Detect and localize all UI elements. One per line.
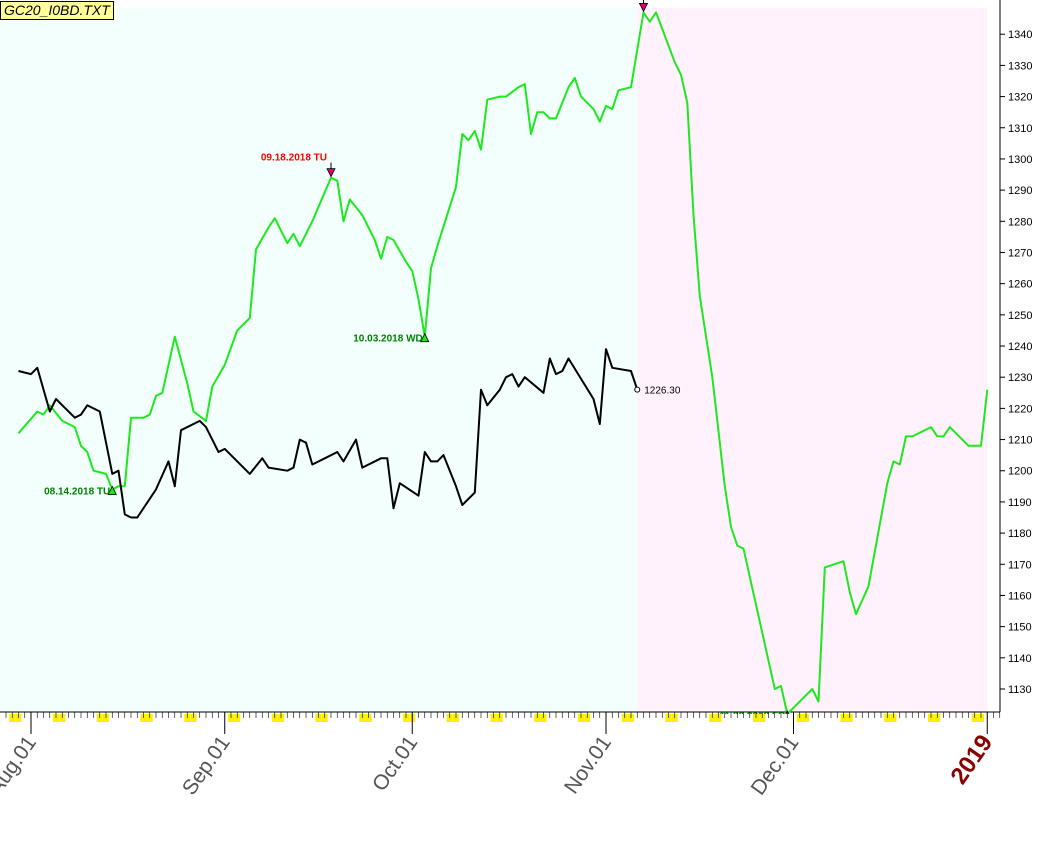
series-line-1 bbox=[18, 348, 639, 519]
y-axis: 1130 1140 1150 1160 1170 1180 1190 1200 1210 1220… bbox=[1000, 29, 1032, 696]
y-tick-label: 1280 bbox=[1008, 216, 1032, 228]
low-date-label: 10.03.2018 WD bbox=[353, 334, 423, 345]
y-tick-label: 1180 bbox=[1008, 528, 1032, 540]
y-tick-label: 1330 bbox=[1008, 60, 1032, 72]
y-tick-label: 1220 bbox=[1008, 403, 1032, 415]
y-tick-label: 1190 bbox=[1008, 497, 1032, 509]
low-marker bbox=[107, 485, 117, 495]
low-marker bbox=[420, 332, 430, 343]
y-tick-label: 1130 bbox=[1008, 684, 1032, 696]
y-tick-label: 1150 bbox=[1008, 622, 1032, 634]
x-month-label: Aug.01 bbox=[0, 732, 41, 800]
x-month-label: Oct.01 bbox=[368, 732, 422, 796]
y-tick-label: 1140 bbox=[1008, 653, 1032, 665]
x-axis: Aug.01 Sep.01 Oct.01 Nov.01 Dec.01 2019 bbox=[0, 712, 1001, 800]
y-tick-label: 1230 bbox=[1008, 372, 1032, 384]
shaded-region-1 bbox=[637, 8, 988, 712]
series-group: 1226.30 bbox=[17, 11, 989, 715]
shaded-region-0 bbox=[0, 8, 638, 712]
y-tick-label: 1260 bbox=[1008, 279, 1032, 291]
x-month-label: Nov.01 bbox=[560, 732, 616, 798]
y-tick-label: 1310 bbox=[1008, 123, 1032, 135]
x-month-label: Sep.01 bbox=[178, 732, 235, 800]
x-month-label: Dec.01 bbox=[747, 732, 804, 800]
y-tick-label: 1250 bbox=[1008, 310, 1032, 322]
y-tick-label: 1170 bbox=[1008, 559, 1032, 571]
y-tick-label: 1200 bbox=[1008, 466, 1032, 478]
last-value-marker bbox=[634, 386, 641, 393]
shaded-regions bbox=[0, 8, 988, 712]
y-tick-label: 1290 bbox=[1008, 185, 1032, 197]
series-line-0 bbox=[17, 11, 989, 715]
y-tick-label: 1210 bbox=[1008, 435, 1032, 447]
y-tick-label: 1340 bbox=[1008, 29, 1032, 41]
y-tick-label: 1270 bbox=[1008, 247, 1032, 259]
y-tick-label: 1240 bbox=[1008, 341, 1032, 353]
chart-title: GC20_I0BD.TXT bbox=[0, 1, 114, 20]
high-date-label: 09.18.2018 TU bbox=[261, 153, 327, 164]
y-tick-label: 1320 bbox=[1008, 92, 1032, 104]
last-value-label: 1226.30 bbox=[644, 386, 681, 397]
low-date-label: 08.14.2018 TU bbox=[44, 486, 110, 497]
y-tick-label: 1300 bbox=[1008, 154, 1032, 166]
x-year-label: 2019 bbox=[945, 730, 998, 789]
y-tick-label: 1160 bbox=[1008, 590, 1032, 602]
